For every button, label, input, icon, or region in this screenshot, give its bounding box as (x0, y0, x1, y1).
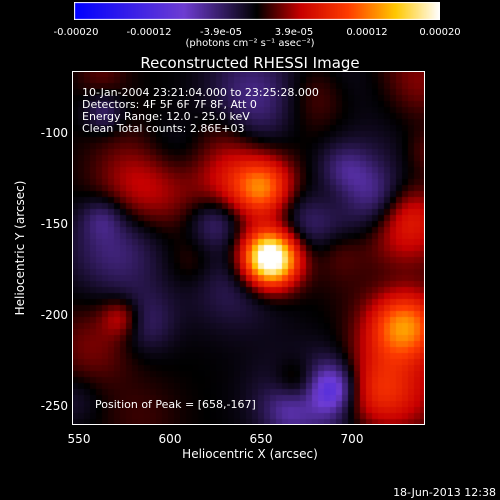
y-axis-label: Heliocentric Y (arcsec) (13, 180, 27, 316)
y-tick-label: -200 (40, 308, 68, 322)
timestamp: 18-Jun-2013 12:38 (393, 486, 496, 499)
annotation-counts: Clean Total counts: 2.86E+03 (82, 122, 245, 135)
plot-frame (72, 71, 425, 425)
y-tick-label: -100 (40, 126, 68, 140)
heatmap-image (72, 71, 425, 425)
colorbar (74, 2, 440, 20)
colorbar-tick: 3.9e-05 (274, 27, 314, 38)
colorbar-tick: -0.00012 (126, 27, 172, 38)
annotation-peak: Position of Peak = [658,-167] (95, 398, 256, 411)
colorbar-tick: -3.9e-05 (200, 27, 242, 38)
y-tick-label: -150 (40, 217, 68, 231)
annotation-time-range: 10-Jan-2004 23:21:04.000 to 23:25:28.000 (82, 86, 319, 99)
x-tick-label: 650 (249, 432, 273, 446)
y-tick-label: -250 (40, 399, 68, 413)
x-tick-label: 600 (158, 432, 182, 446)
colorbar-tick: 0.00012 (346, 27, 388, 38)
chart-title: Reconstructed RHESSI Image (140, 54, 360, 72)
colorbar-label: (photons cm⁻² s⁻¹ asec⁻²) (185, 38, 315, 49)
colorbar-tick: 0.00020 (419, 27, 461, 38)
colorbar-tick: -0.00020 (53, 27, 99, 38)
annotation-detectors: Detectors: 4F 5F 6F 7F 8F, Att 0 (82, 98, 257, 111)
x-axis-label: Heliocentric X (arcsec) (182, 447, 318, 461)
annotation-energy-range: Energy Range: 12.0 - 25.0 keV (82, 110, 250, 123)
x-tick-label: 550 (67, 432, 91, 446)
x-tick-label: 700 (340, 432, 364, 446)
